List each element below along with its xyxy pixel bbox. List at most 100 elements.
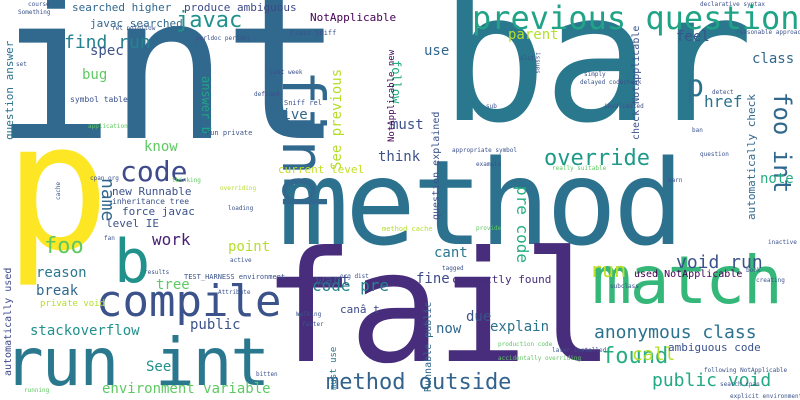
word: bug — [82, 67, 108, 83]
word: find run — [64, 32, 151, 53]
word: correctly found — [452, 273, 552, 286]
word: appropriate symbol — [452, 147, 518, 154]
word: call — [632, 344, 676, 365]
word: Walking — [296, 311, 322, 318]
word: declarative syntax — [700, 1, 766, 8]
word: production code — [498, 341, 553, 348]
word: stackoverflow — [30, 323, 140, 339]
word: fine — [416, 271, 450, 287]
word: Something — [18, 9, 51, 16]
word: explain — [490, 319, 550, 335]
word: p — [686, 69, 705, 104]
word: href — [704, 92, 743, 111]
word: must — [390, 117, 424, 133]
word: level IE — [106, 217, 159, 230]
word: current level — [278, 163, 365, 176]
word: tree — [156, 277, 190, 293]
word: running — [24, 387, 50, 394]
word: compile — [96, 276, 282, 327]
word: really suitable — [552, 165, 607, 172]
word: course — [28, 1, 50, 8]
word: p — [4, 85, 110, 290]
word: match — [592, 242, 783, 319]
word: warn — [668, 177, 683, 184]
word: delayed codecheck — [580, 79, 642, 86]
word: symbol table — [70, 95, 128, 104]
word: private void — [40, 299, 106, 309]
word: thinking — [172, 177, 201, 184]
word: method — [278, 134, 684, 272]
word: active — [230, 257, 252, 264]
word: invalidated — [604, 103, 644, 110]
word: set — [16, 61, 27, 68]
word: note — [760, 171, 794, 187]
word: method cache — [382, 225, 433, 233]
word: environment variable — [102, 381, 271, 397]
word: bitten — [256, 371, 278, 378]
word: void run — [676, 252, 763, 273]
word: public void — [652, 370, 772, 391]
word: foo — [44, 234, 84, 259]
word: new Runnable — [112, 185, 192, 198]
word: sub — [486, 103, 497, 110]
word: search cpan — [720, 381, 760, 388]
word: previous question — [472, 0, 800, 37]
word: creating — [756, 277, 785, 284]
word: later installed — [552, 347, 607, 354]
word: question — [700, 151, 729, 158]
word: anonymous class — [594, 322, 757, 343]
word: tagged — [442, 265, 464, 272]
word: give — [274, 107, 308, 123]
word: used NotApplicable — [634, 269, 743, 280]
word: Sniff rel — [284, 99, 322, 107]
word: know — [144, 139, 178, 155]
word: simply — [584, 71, 606, 78]
word: break — [36, 283, 79, 299]
word: detect — [712, 89, 734, 96]
word: rel nofollow — [112, 25, 156, 32]
word: run — [590, 258, 627, 282]
word: produce ambiguous — [184, 1, 297, 14]
word: Attribute — [218, 289, 251, 296]
word: TEST_HARNESS environment — [184, 273, 286, 281]
word: spec — [90, 43, 124, 59]
word: code pre — [312, 276, 390, 295]
word: explicit environment — [730, 393, 800, 400]
word: ban — [692, 127, 703, 134]
word: fan — [104, 235, 115, 242]
word: parent — [508, 27, 559, 43]
word: reasonable approach — [736, 29, 800, 36]
word: reason — [36, 265, 87, 281]
word: fail — [262, 219, 615, 398]
word: See — [146, 359, 172, 375]
word: override — [544, 146, 650, 171]
word: now — [436, 321, 462, 337]
word: inactive — [768, 239, 797, 246]
word: overriding — [220, 185, 257, 192]
word: canâ t — [340, 303, 380, 316]
word: inheritance tree — [112, 197, 190, 206]
word: want — [316, 273, 350, 289]
word: Last week — [270, 69, 303, 76]
word: cant — [434, 245, 468, 261]
word: code — [120, 155, 188, 188]
word: slot — [520, 55, 535, 62]
word: feel — [676, 29, 710, 45]
word: run int — [4, 324, 270, 400]
word: cpan org — [90, 175, 119, 182]
word: work — [152, 230, 191, 249]
word: javac searched — [90, 17, 183, 30]
word: think — [378, 149, 421, 165]
word: searched higher — [72, 1, 172, 14]
word: javac — [176, 8, 243, 33]
word: application — [88, 123, 128, 130]
word: NotApplicable — [310, 11, 397, 24]
word: accidentally overriding — [498, 355, 582, 362]
word: int — [0, 0, 343, 186]
word: b — [114, 227, 151, 297]
word: point — [228, 239, 271, 255]
word: method outside — [326, 370, 512, 395]
word: results — [144, 269, 170, 276]
word: example — [476, 161, 502, 168]
